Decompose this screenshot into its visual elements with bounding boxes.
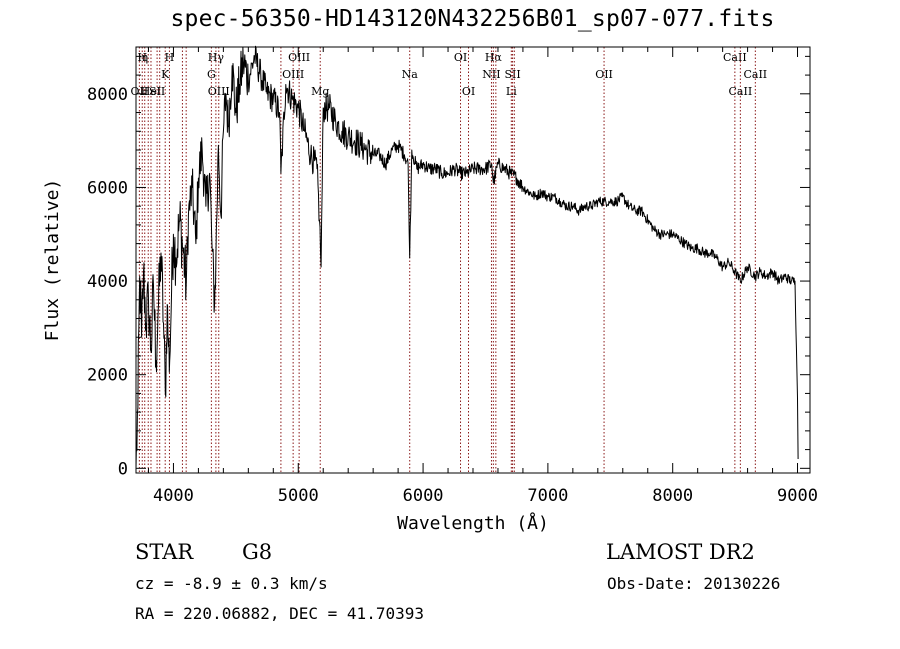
x-tick-label: 8000: [652, 486, 693, 506]
line-label-30-0: CaII: [743, 68, 767, 81]
line-label-24-0: Li: [506, 85, 517, 98]
survey-name: LAMOST DR2: [606, 540, 755, 564]
axes: [135, 46, 811, 474]
line-label-8-0: H: [165, 51, 175, 64]
x-axis-label: Wavelength (Å): [397, 512, 549, 534]
y-tick-label: 8000: [87, 85, 128, 105]
x-tick-label: 7000: [527, 486, 568, 506]
spectrum-series: [135, 45, 799, 469]
line-label-2-0: η: [141, 51, 148, 64]
y-tick-label: 0: [118, 459, 128, 479]
line-label-19-0: OI: [454, 51, 467, 64]
object-subclass: G8: [242, 540, 273, 564]
line-label-12-0: Hγ: [208, 51, 225, 64]
line-label-5-0: SII: [149, 85, 165, 98]
x-tick-label: 9000: [777, 486, 818, 506]
spectral-lines: OIIHηHeISIIKHGHγOIIIOIIIOIIIMgNaOIOINIIH…: [131, 47, 767, 473]
y-tick-label: 2000: [87, 366, 128, 386]
y-axis-label: Flux (relative): [42, 179, 63, 342]
y-tick-label: 6000: [87, 178, 128, 198]
chart-title: spec-56350-HD143120N432256B01_sp07-077.f…: [170, 6, 775, 32]
line-label-22-0: Hα: [485, 51, 503, 64]
line-label-4-0: HeI: [141, 85, 161, 98]
line-label-15-0: OIII: [282, 68, 304, 81]
x-tick-label: 5000: [278, 486, 319, 506]
line-label-13-0: OIII: [208, 85, 230, 98]
line-label-21-0: NII: [482, 68, 500, 81]
ra-dec: RA = 220.06882, DEC = 41.70393: [135, 604, 424, 623]
line-label-16-0: OIII: [288, 51, 310, 64]
line-label-25-0: SII: [504, 68, 520, 81]
line-label-27-0: OII: [595, 68, 613, 81]
spectrum-line: [135, 45, 799, 469]
x-tick-label: 4000: [153, 486, 194, 506]
line-label-29-0: CaII: [729, 85, 753, 98]
object-class: STAR: [135, 540, 194, 564]
axis-labels: 4000 5000 6000 7000 8000 9000 0 2000 4000 6000 800…: [42, 85, 818, 534]
line-label-17-0: Mg: [311, 85, 329, 98]
line-label-1-0: H: [137, 51, 147, 64]
line-label-11-0: G: [207, 68, 216, 81]
line-label-7-0: K: [161, 68, 170, 81]
line-label-20-0: OI: [462, 85, 475, 98]
line-label-28-0: CaII: [723, 51, 747, 64]
x-tick-label: 6000: [403, 486, 444, 506]
line-label-0-0: OII: [131, 85, 149, 98]
redshift-cz: cz = -8.9 ± 0.3 km/s: [135, 574, 328, 593]
line-label-18-0: Na: [402, 68, 419, 81]
y-tick-label: 4000: [87, 272, 128, 292]
observation-date: Obs-Date: 20130226: [607, 574, 781, 593]
